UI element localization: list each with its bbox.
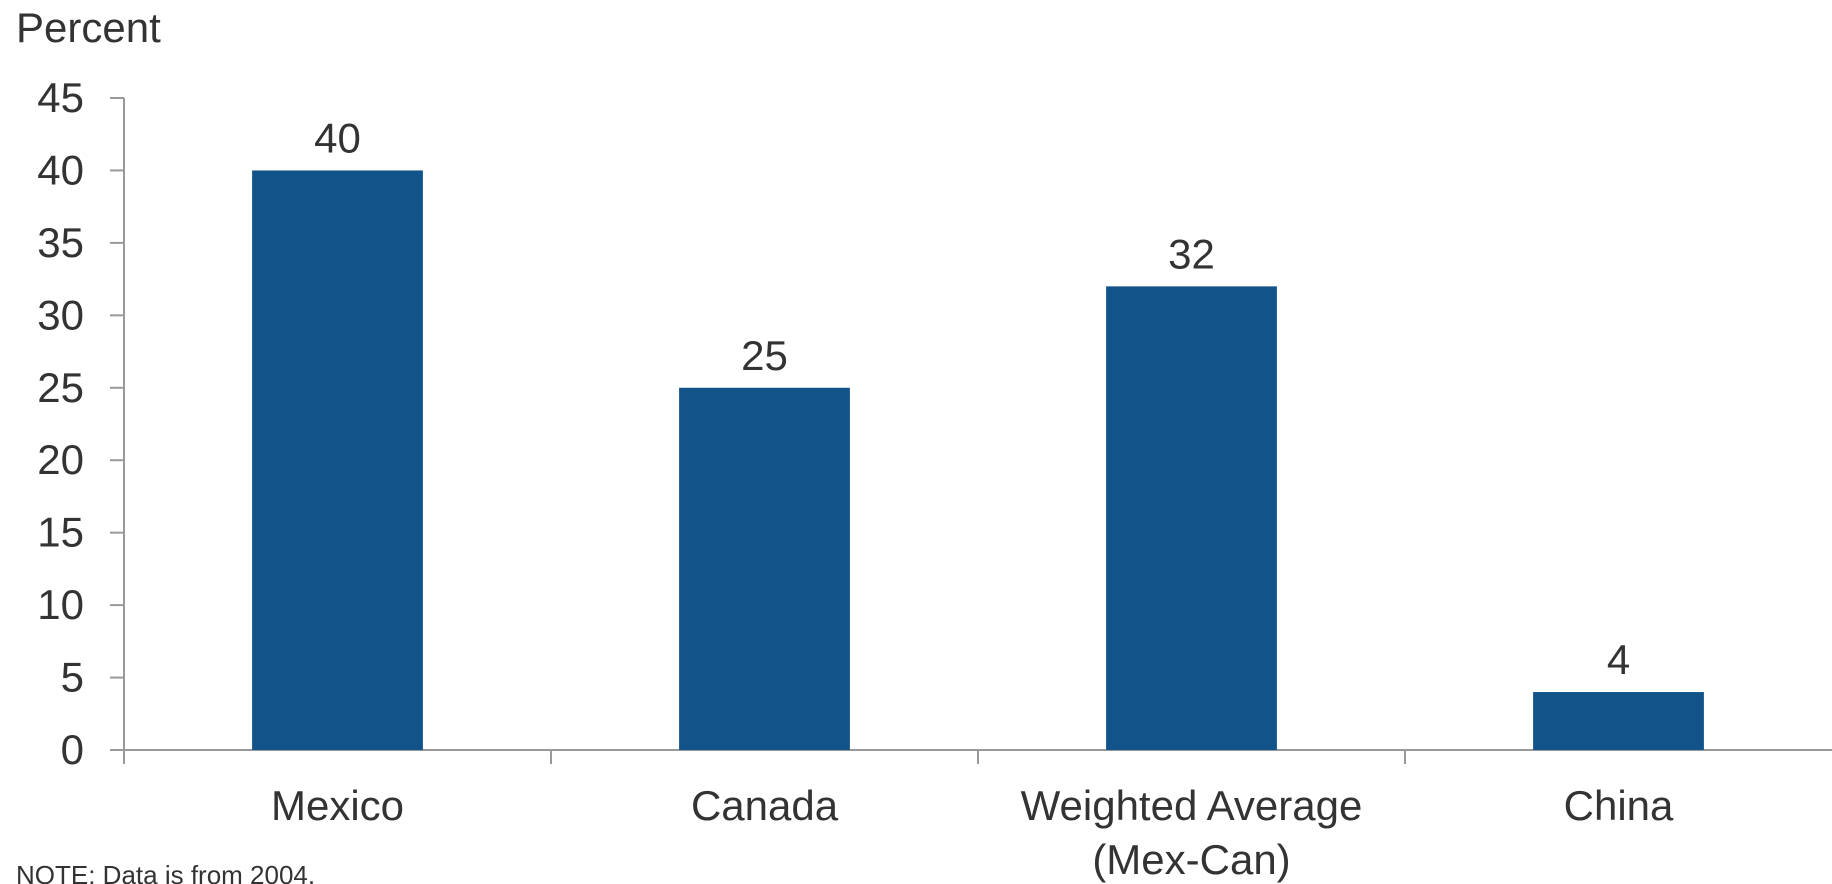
y-tick-label: 45 bbox=[37, 74, 84, 121]
y-tick-label: 25 bbox=[37, 364, 84, 411]
bar bbox=[252, 170, 423, 750]
y-tick-label: 5 bbox=[61, 654, 84, 701]
x-axis-labels: Mexico Canada Weighted Average (Mex-Can) Chi… bbox=[271, 782, 1674, 883]
y-tick-label: 0 bbox=[61, 726, 84, 773]
bar bbox=[1533, 692, 1704, 750]
y-axis-label: Percent bbox=[16, 4, 161, 51]
footnote: NOTE: Data is from 2004. bbox=[16, 860, 315, 884]
y-tick-label: 10 bbox=[37, 581, 84, 628]
data-label: 4 bbox=[1607, 636, 1630, 683]
y-tick-label: 20 bbox=[37, 436, 84, 483]
x-tick-label: Mexico bbox=[271, 782, 404, 829]
bars bbox=[252, 170, 1704, 750]
data-label: 40 bbox=[314, 114, 361, 161]
bar bbox=[1106, 286, 1277, 750]
y-tick-label: 40 bbox=[37, 146, 84, 193]
data-label: 25 bbox=[741, 332, 788, 379]
y-tick-label: 15 bbox=[37, 509, 84, 556]
x-tick-label: Weighted Average (Mex-Can) bbox=[1021, 782, 1363, 883]
data-label: 32 bbox=[1168, 230, 1215, 277]
y-axis-ticks: 0 5 10 15 20 25 30 35 40 45 bbox=[37, 74, 124, 773]
y-tick-label: 30 bbox=[37, 291, 84, 338]
x-tick-label: Canada bbox=[691, 782, 839, 829]
y-tick-label: 35 bbox=[37, 219, 84, 266]
data-labels: 40 25 32 4 bbox=[314, 114, 1630, 683]
x-tick-label: China bbox=[1564, 782, 1674, 829]
bar bbox=[679, 387, 850, 750]
